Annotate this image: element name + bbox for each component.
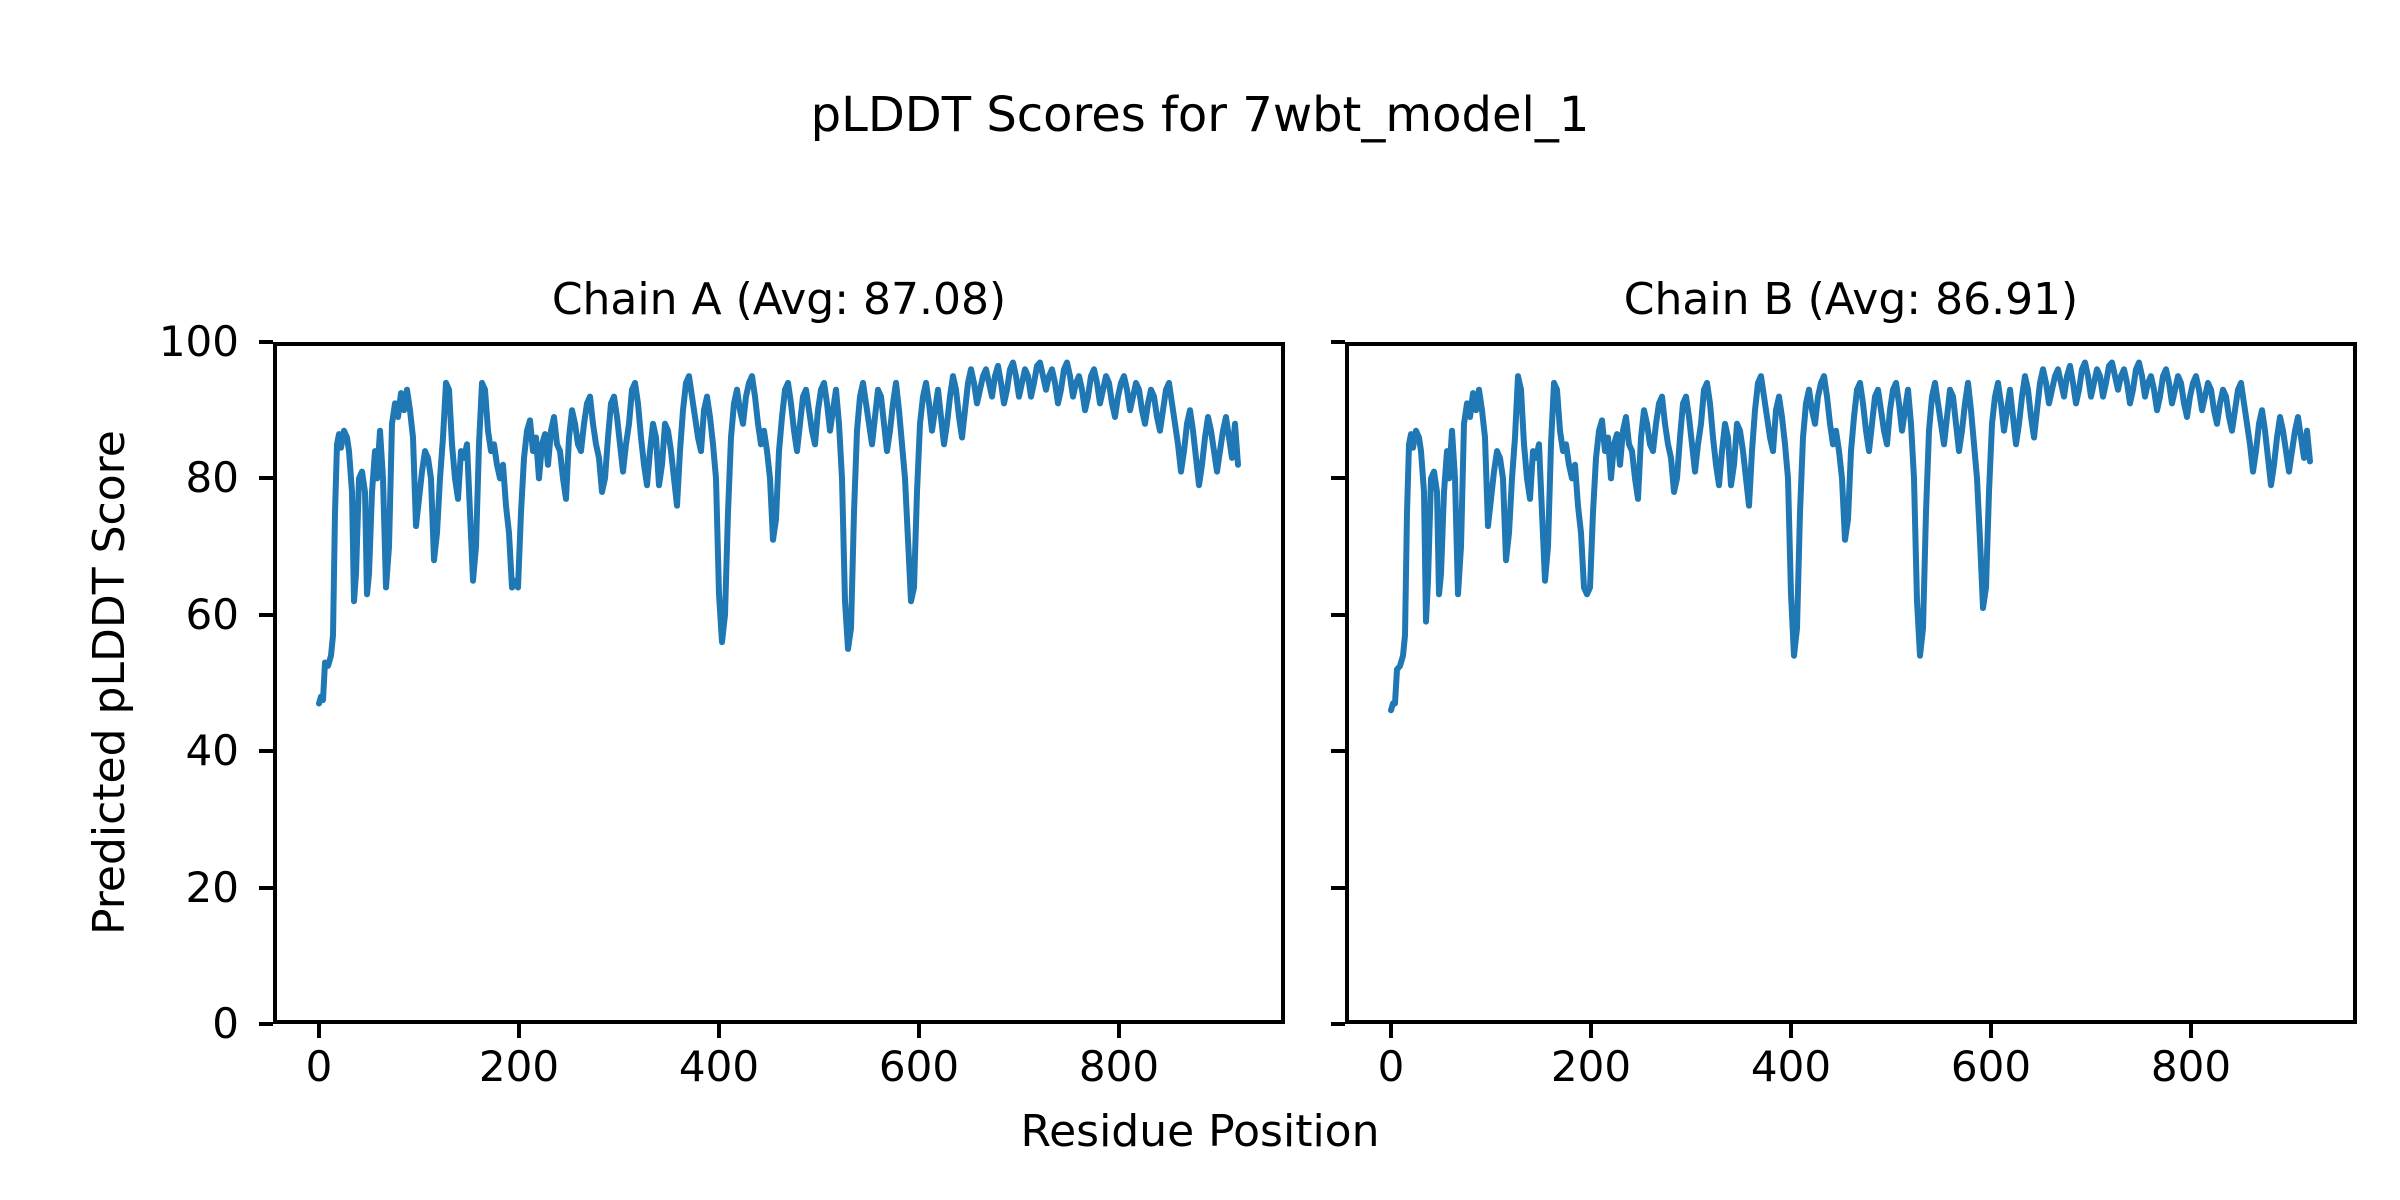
chain-a-line-chart bbox=[316, 359, 1241, 707]
x-tick-label: 800 bbox=[1078, 1042, 1160, 1091]
y-tick-mark bbox=[1331, 749, 1345, 754]
subplot-chain-a: Chain A (Avg: 87.08) 0 200 400 600 800 0 20 40 6… bbox=[159, 275, 1285, 1091]
y-tick-mark bbox=[259, 749, 273, 754]
chain-a-plddt-line bbox=[316, 359, 1241, 707]
x-tick-label: 200 bbox=[1550, 1042, 1632, 1091]
x-tick-label: 400 bbox=[678, 1042, 760, 1091]
y-tick-label: 100 bbox=[158, 317, 239, 366]
subplot-chain-a-title: Chain A (Avg: 87.08) bbox=[551, 274, 1007, 325]
chain-b-plddt-line bbox=[1388, 359, 2313, 714]
x-tick-mark bbox=[317, 1024, 321, 1038]
y-tick-mark bbox=[1331, 612, 1345, 617]
y-tick-mark bbox=[1331, 885, 1345, 890]
x-tick-mark bbox=[917, 1024, 921, 1038]
x-tick-mark bbox=[2189, 1024, 2193, 1038]
x-tick-mark bbox=[1117, 1024, 1121, 1038]
chain-b-plot-area bbox=[1345, 342, 2357, 1024]
x-tick-mark bbox=[717, 1024, 721, 1038]
y-tick-label: 0 bbox=[212, 999, 239, 1048]
x-tick-label: 600 bbox=[1950, 1042, 2032, 1091]
subplot-chain-b: Chain B (Avg: 86.91) 0 200 400 600 800 bbox=[1331, 275, 2357, 1091]
y-tick-mark bbox=[259, 476, 273, 481]
x-tick-mark bbox=[517, 1024, 521, 1038]
y-tick-label: 80 bbox=[185, 453, 239, 503]
x-tick-label: 0 bbox=[1377, 1042, 1405, 1091]
x-axis-label: Residue Position bbox=[1020, 1106, 1380, 1157]
y-tick-mark bbox=[259, 612, 273, 617]
figure-title: pLDDT Scores for 7wbt_model_1 bbox=[810, 87, 1590, 143]
x-tick-mark bbox=[1789, 1024, 1793, 1038]
x-tick-label: 400 bbox=[1750, 1042, 1832, 1091]
chain-b-line-chart bbox=[1388, 359, 2313, 714]
x-tick-label: 600 bbox=[878, 1042, 960, 1091]
y-tick-mark bbox=[259, 885, 273, 890]
chain-a-plot-area bbox=[273, 342, 1285, 1024]
y-tick-mark bbox=[1331, 340, 1345, 344]
y-tick-label: 60 bbox=[185, 589, 239, 639]
x-tick-mark bbox=[1389, 1024, 1393, 1038]
x-tick-mark bbox=[1989, 1024, 1993, 1038]
y-tick-mark bbox=[1331, 476, 1345, 481]
x-tick-label: 200 bbox=[478, 1042, 560, 1091]
x-tick-mark bbox=[1589, 1024, 1593, 1038]
y-tick-label: 40 bbox=[185, 726, 239, 776]
x-tick-label: 800 bbox=[2150, 1042, 2232, 1091]
subplot-chain-b-title: Chain B (Avg: 86.91) bbox=[1623, 274, 2079, 325]
y-tick-label: 20 bbox=[185, 862, 239, 912]
y-tick-mark bbox=[259, 340, 273, 344]
x-tick-label: 0 bbox=[305, 1042, 333, 1091]
y-tick-mark bbox=[1331, 1022, 1345, 1026]
y-axis-label: Predicted pLDDT Score bbox=[84, 430, 135, 936]
y-tick-mark bbox=[259, 1022, 273, 1026]
